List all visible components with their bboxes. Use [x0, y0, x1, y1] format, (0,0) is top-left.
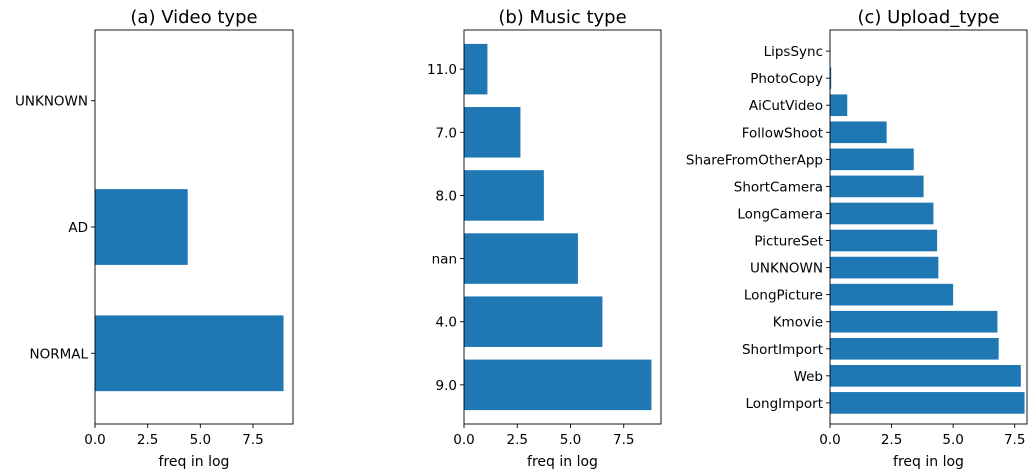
- x-tick-label: 7.5: [242, 432, 263, 448]
- bar-nan: [464, 233, 578, 284]
- x-tick-label: 7.5: [613, 432, 634, 448]
- panel-title: (a) Video type: [130, 7, 257, 28]
- bar-normal: [95, 315, 284, 391]
- bar-followshoot: [830, 121, 887, 143]
- bar-11-0: [464, 44, 487, 95]
- y-tick-label: 9.0: [436, 378, 457, 394]
- panel-2: 9.0 4.0 nan 8.0 7.0 11.0 0.0 2.5 5.0 7.5 freq in l…: [427, 7, 661, 470]
- bar-longcamera: [830, 203, 933, 225]
- y-tick-label: LipsSync: [764, 44, 823, 60]
- panel-3: LongImport Web ShortImport Kmovie LongPictur…: [686, 7, 1027, 470]
- y-tick-label: ShortCamera: [734, 179, 823, 195]
- y-tick-label: 11.0: [427, 62, 457, 78]
- bar-aicutvideo: [830, 94, 847, 116]
- panel-title: (c) Upload_type: [858, 7, 1000, 28]
- y-tick-label: AD: [68, 220, 88, 236]
- bar-longpicture: [830, 284, 953, 306]
- y-tick-label: 4.0: [436, 315, 457, 331]
- bar-pictureset: [830, 230, 937, 252]
- y-tick-label: PhotoCopy: [750, 71, 823, 87]
- x-axis-label: freq in log: [527, 454, 598, 470]
- y-tick-label: 8.0: [436, 188, 457, 204]
- x-tick-label: 2.5: [881, 432, 902, 448]
- x-tick-label: 5.0: [560, 432, 581, 448]
- panel-1: NORMAL AD UNKNOWN 0.0 2.5 5.0 7.5 freq in log (a…: [15, 7, 293, 470]
- x-tick-label: 5.0: [190, 432, 211, 448]
- y-tick-label: Kmovie: [773, 315, 823, 331]
- bar-ad: [95, 189, 188, 265]
- bar-8-0: [464, 170, 544, 221]
- x-tick-label: 2.5: [507, 432, 528, 448]
- x-tick-label: 2.5: [137, 432, 158, 448]
- y-tick-label: UNKNOWN: [15, 94, 88, 110]
- bar-shortimport: [830, 338, 999, 360]
- y-tick-label: ShareFromOtherApp: [686, 152, 823, 168]
- y-tick-label: Web: [794, 369, 823, 385]
- y-tick-label: nan: [432, 252, 457, 268]
- bar-4-0: [464, 296, 602, 347]
- bar-web: [830, 365, 1021, 387]
- y-tick-label: FollowShoot: [742, 125, 823, 141]
- x-tick-label: 0.0: [84, 432, 105, 448]
- y-tick-label: UNKNOWN: [750, 261, 823, 277]
- bar-7-0: [464, 107, 520, 158]
- x-tick-label: 5.0: [942, 432, 963, 448]
- x-tick-label: 0.0: [819, 432, 840, 448]
- bar-shortcamera: [830, 176, 924, 198]
- panel-title: (b) Music type: [498, 7, 626, 28]
- y-tick-label: ShortImport: [742, 342, 823, 358]
- bar-unknown: [830, 257, 938, 279]
- y-tick-label: LongImport: [746, 396, 823, 412]
- y-tick-label: 7.0: [436, 125, 457, 141]
- bar-9-0: [464, 360, 651, 411]
- y-tick-label: PictureSet: [754, 234, 823, 250]
- bar-longimport: [830, 392, 1025, 414]
- x-tick-label: 7.5: [1004, 432, 1025, 448]
- bar-kmovie: [830, 311, 997, 333]
- y-tick-label: AiCutVideo: [749, 98, 823, 114]
- y-tick-label: NORMAL: [29, 346, 88, 362]
- x-axis-label: freq in log: [893, 454, 964, 470]
- x-axis-label: freq in log: [159, 454, 230, 470]
- plot-frame: [830, 30, 1027, 424]
- y-tick-label: LongCamera: [737, 206, 823, 222]
- bar-sharefromotherapp: [830, 149, 914, 171]
- x-tick-label: 0.0: [453, 432, 474, 448]
- y-tick-label: LongPicture: [744, 288, 823, 304]
